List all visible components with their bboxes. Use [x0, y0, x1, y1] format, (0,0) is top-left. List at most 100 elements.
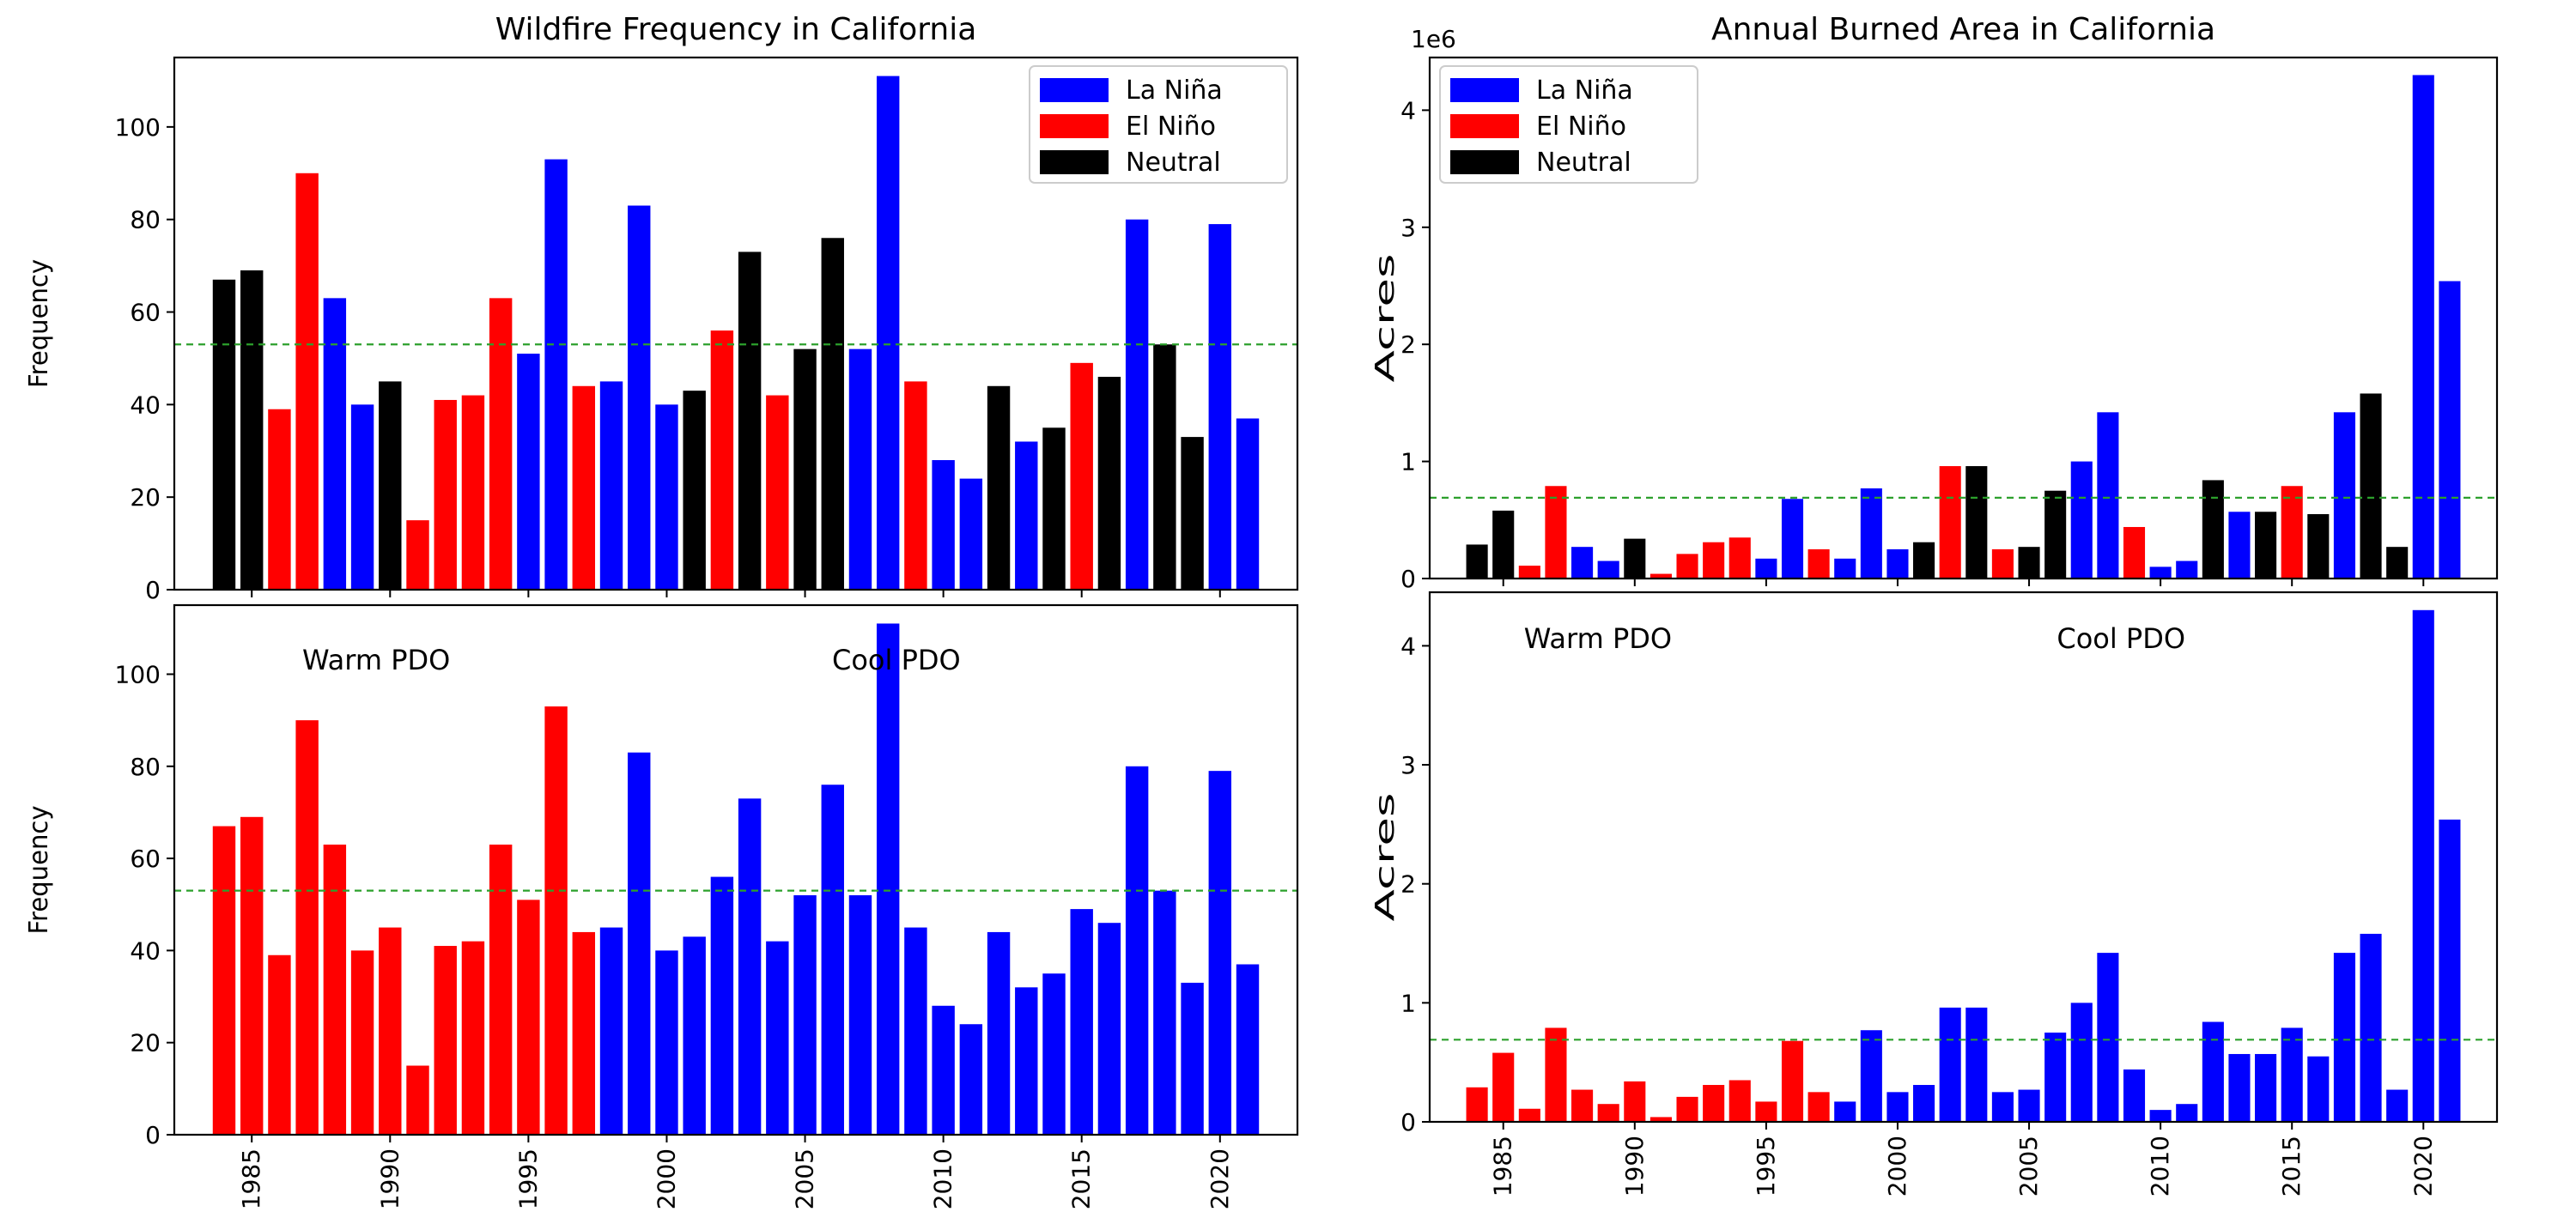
- bar-1984: [212, 279, 236, 590]
- y-tick-label: 3: [1400, 751, 1416, 779]
- bar-2009: [904, 381, 927, 590]
- y-tick-label: 20: [130, 483, 161, 512]
- bar-1988: [1571, 547, 1594, 579]
- y-tick-label: 3: [1400, 214, 1416, 242]
- y-tick-label: 0: [1400, 565, 1416, 593]
- bar-2017: [2333, 953, 2355, 1122]
- bar-1987: [295, 720, 319, 1135]
- legend-swatch: [1450, 114, 1519, 138]
- bar-2000: [1886, 548, 1909, 579]
- bar-2005: [793, 895, 817, 1135]
- y-tick-label: 1: [1400, 989, 1416, 1017]
- bar-2019: [1181, 437, 1204, 590]
- bar-1985: [1492, 510, 1515, 579]
- burned-area-enso-panel: 0 1 2 3 4 Acres Annual Burned Area in Californ…: [1370, 12, 2499, 593]
- legend-label: Neutral: [1536, 148, 1631, 178]
- y-tick-label: 1: [1400, 448, 1416, 476]
- y-tick-label: 60: [130, 299, 161, 327]
- bar-1985: [1492, 1052, 1515, 1122]
- bar-1997: [572, 385, 596, 590]
- bar-1987: [1545, 486, 1567, 579]
- bar-1997: [1807, 1092, 1830, 1122]
- bar-1995: [517, 354, 540, 590]
- bar-2003: [1965, 466, 1988, 579]
- legend-swatch: [1040, 114, 1109, 138]
- bar-1985: [240, 270, 264, 590]
- bar-1990: [379, 381, 402, 590]
- y-tick-label: 80: [130, 753, 161, 781]
- bar-2012: [2202, 480, 2224, 579]
- bar-1987: [1545, 1027, 1567, 1122]
- y-tick-label: 60: [130, 845, 161, 873]
- x-tick-label: 2010: [2146, 1136, 2174, 1197]
- bar-2016: [2307, 513, 2330, 579]
- x-tick-label: 2020: [1206, 1148, 1234, 1209]
- bar-2004: [766, 941, 789, 1135]
- bar-1984: [212, 826, 236, 1135]
- bar-1992: [1676, 554, 1698, 579]
- y-tick-label: 4: [1400, 632, 1416, 660]
- bar-1997: [572, 931, 596, 1135]
- wildfire-frequency-enso-panel: 0 20 40 60 80 100 Frequency Wildfire Frequency …: [24, 12, 1299, 604]
- bar-1995: [1755, 1101, 1777, 1122]
- bar-2005: [2018, 1089, 2040, 1122]
- bar-2016: [2307, 1056, 2330, 1122]
- bar-2015: [1070, 909, 1093, 1135]
- bar-1986: [1518, 566, 1540, 579]
- bar-2020: [1208, 771, 1231, 1135]
- bar-2005: [793, 348, 817, 590]
- bar-2013: [1015, 987, 1038, 1135]
- bar-2017: [1125, 766, 1149, 1135]
- bar-2011: [959, 1024, 983, 1135]
- phase-annotation: Warm PDO: [302, 644, 450, 676]
- y-tick-label: 20: [130, 1029, 161, 1057]
- bar-2004: [1991, 548, 2014, 579]
- bar-2015: [2281, 1027, 2303, 1122]
- bar-2005: [2018, 547, 2040, 579]
- x-tick-label: 2000: [1883, 1136, 1911, 1197]
- legend-label: Neutral: [1126, 148, 1221, 178]
- y-tick-label: 100: [115, 660, 161, 688]
- bar-1992: [1676, 1096, 1698, 1122]
- bar-2018: [2360, 393, 2382, 579]
- bar-2001: [1913, 542, 1935, 579]
- bar-1990: [1624, 1081, 1646, 1122]
- bar-2010: [2149, 1110, 2172, 1122]
- bar-2013: [2228, 512, 2251, 579]
- bar-2001: [683, 391, 706, 590]
- bar-1993: [1703, 542, 1725, 579]
- x-tick-label: 2010: [929, 1148, 957, 1209]
- y-tick-label: 100: [115, 113, 161, 142]
- bar-1991: [1649, 1117, 1672, 1122]
- bar-2012: [987, 931, 1011, 1135]
- chart-title: Wildfire Frequency in California: [495, 12, 977, 47]
- bar-2010: [932, 460, 955, 590]
- bar-2011: [2176, 560, 2198, 579]
- chart-title: Annual Burned Area in California: [1711, 12, 2215, 47]
- bar-2000: [655, 404, 678, 590]
- bar-1991: [406, 520, 429, 590]
- bar-2002: [710, 876, 734, 1135]
- bar-1995: [517, 900, 540, 1135]
- bar-2012: [2202, 1021, 2224, 1122]
- x-tick-label: 2015: [1067, 1148, 1096, 1209]
- y-tick-label: 2: [1400, 870, 1416, 899]
- bar-1984: [1466, 1087, 1488, 1122]
- x-tick-label: 2005: [791, 1148, 819, 1209]
- x-tick-label: 1990: [375, 1148, 404, 1209]
- bar-2014: [2255, 1053, 2277, 1122]
- bar-1995: [1755, 558, 1777, 579]
- bar-2002: [1939, 466, 1961, 579]
- legend-label: La Niña: [1126, 76, 1223, 106]
- bar-2000: [1886, 1092, 1909, 1122]
- bar-2014: [2255, 512, 2277, 579]
- bar-1994: [1728, 1080, 1751, 1122]
- bar-1996: [544, 706, 568, 1135]
- wildfire-frequency-pdo-panel: 0 20 40 60 80 100 1985 1990 1995 2000 2005 2010 2015…: [24, 603, 1299, 1209]
- bar-2003: [1965, 1007, 1988, 1122]
- y-axis-label: Acres: [1370, 254, 1400, 383]
- bar-1993: [1703, 1085, 1725, 1122]
- bar-1990: [379, 927, 402, 1135]
- burned-area-pdo-panel: 0 1 2 3 4 1985 1990 1995 2000 2005 2010 2015 2020 Acr…: [1370, 591, 2499, 1197]
